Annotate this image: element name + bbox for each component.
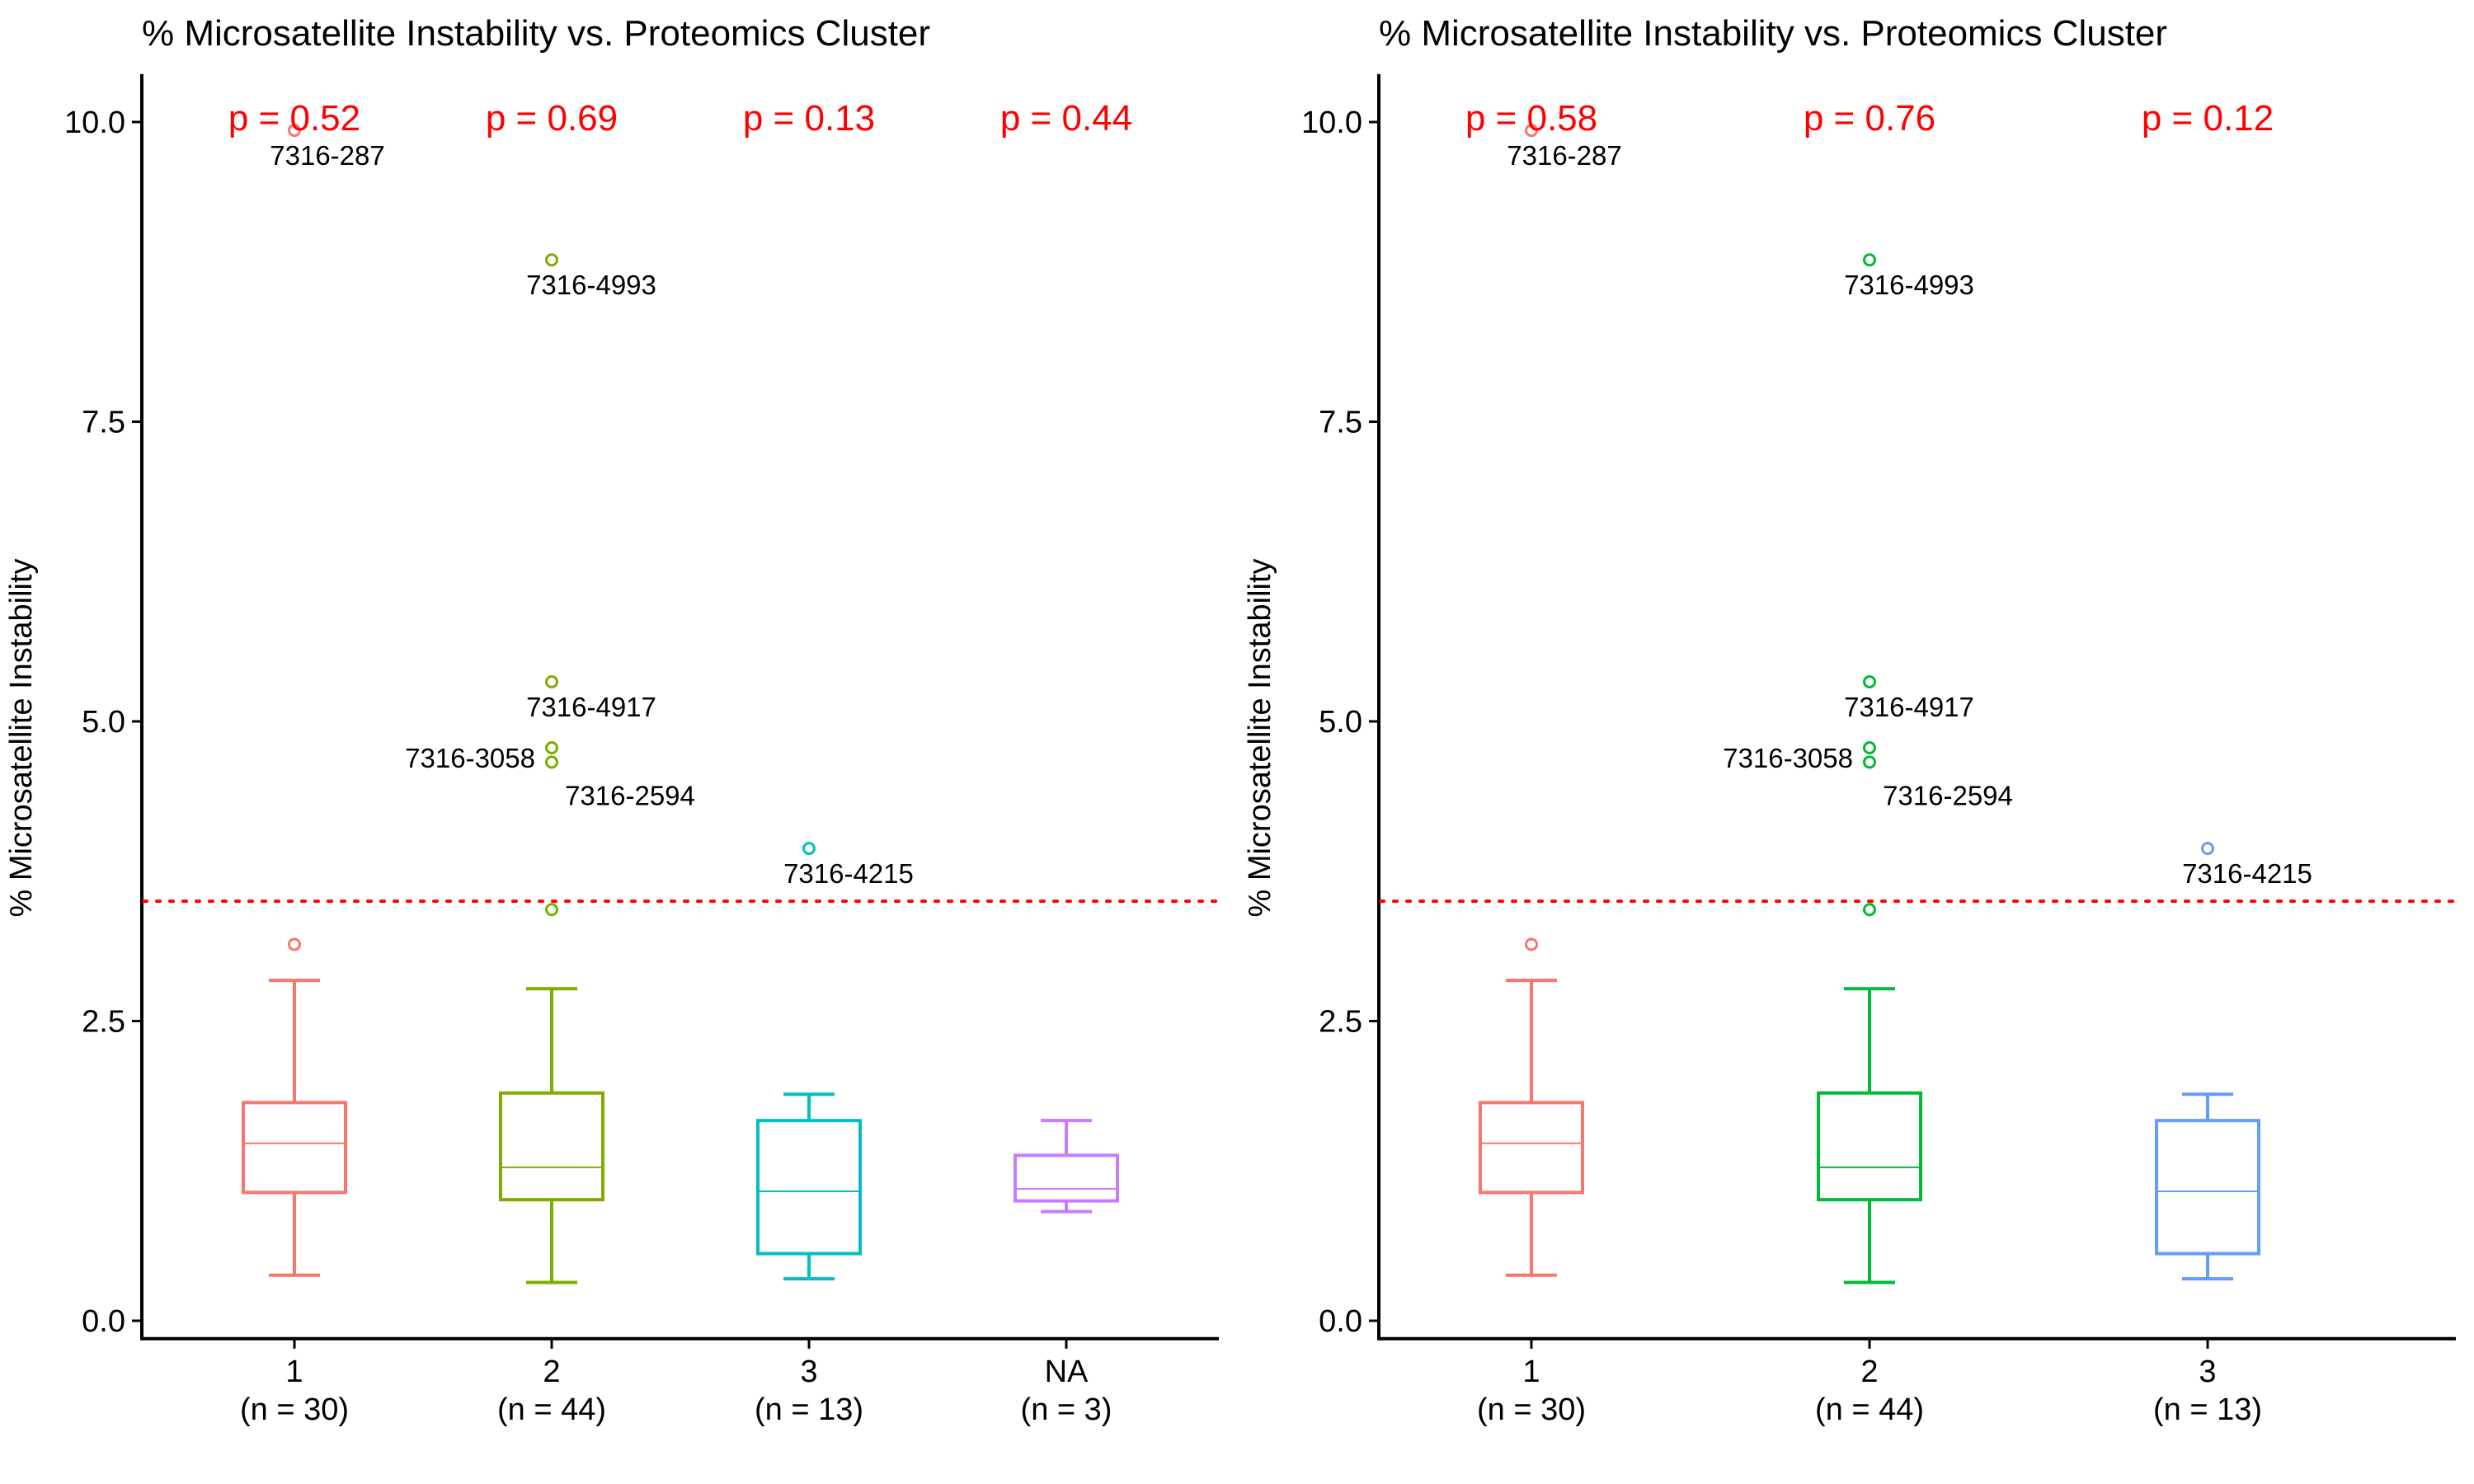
y-tick-label: 5.0 xyxy=(82,705,125,740)
box xyxy=(1817,1091,1922,1202)
box-group-3: 3(n = 13) 7316-4215 p = 0.13 xyxy=(743,98,914,1427)
outlier-label: 7316-2594 xyxy=(1883,780,2013,810)
box-group-2: 2(n = 44) 7316-2594 7316-3058 7316-4917 7316… xyxy=(405,98,695,1427)
outlier-point xyxy=(288,124,301,138)
outlier-point xyxy=(1863,903,1876,917)
box xyxy=(756,1119,862,1256)
box xyxy=(1014,1153,1119,1203)
box xyxy=(499,1091,604,1202)
outlier-point xyxy=(1525,124,1538,138)
chart-title: % Microsatellite Instability vs. Proteom… xyxy=(1379,13,2167,54)
outlier-point xyxy=(802,842,816,856)
outlier-point xyxy=(1525,937,1538,951)
x-tick-n-label: (n = 13) xyxy=(2153,1392,2262,1427)
outlier-point xyxy=(545,675,558,689)
x-tick-n-label: (n = 44) xyxy=(1815,1392,1924,1427)
x-tick-label: 3 xyxy=(2199,1355,2216,1389)
outlier-label: 7316-4215 xyxy=(2182,858,2312,889)
y-axis-label: % Microsatellite Instability xyxy=(4,558,39,917)
p-value-label: p = 0.44 xyxy=(1000,98,1132,139)
p-value-label: p = 0.58 xyxy=(1465,98,1597,139)
p-value-label: p = 0.12 xyxy=(2142,98,2274,139)
y-tick-label: 2.5 xyxy=(82,1005,125,1040)
y-axis-label: % Microsatellite Instability xyxy=(1243,558,1277,917)
outlier-point xyxy=(545,253,558,267)
outlier-label: 7316-287 xyxy=(270,140,384,171)
x-tick-n-label: (n = 13) xyxy=(755,1392,863,1427)
box-group-NA: NA(n = 3) p = 0.44 xyxy=(1000,98,1132,1427)
box xyxy=(2155,1119,2260,1256)
x-tick-label: 2 xyxy=(1860,1355,1878,1389)
p-value-label: p = 0.52 xyxy=(228,98,360,139)
x-tick-label: 3 xyxy=(800,1355,817,1389)
outlier-label: 7316-3058 xyxy=(405,743,535,773)
outlier-point xyxy=(1863,253,1876,267)
x-tick-n-label: (n = 30) xyxy=(1477,1392,1586,1427)
x-tick-n-label: (n = 44) xyxy=(497,1392,606,1427)
x-tick-label: 2 xyxy=(543,1355,560,1389)
outlier-label: 7316-4215 xyxy=(783,858,914,889)
outlier-label: 7316-3058 xyxy=(1723,743,1853,773)
outlier-label: 7316-287 xyxy=(1507,140,1621,171)
p-value-label: p = 0.13 xyxy=(743,98,875,139)
x-tick-label: NA xyxy=(1045,1355,1089,1389)
box xyxy=(242,1101,347,1195)
outlier-point xyxy=(545,903,558,917)
y-tick-label: 10.0 xyxy=(64,106,125,140)
outlier-label: 7316-2594 xyxy=(565,780,695,810)
p-value-label: p = 0.69 xyxy=(486,98,618,139)
x-tick-n-label: (n = 30) xyxy=(240,1392,349,1427)
outlier-point xyxy=(1863,675,1876,689)
outlier-point xyxy=(1863,740,1876,754)
outlier-label: 7316-4917 xyxy=(526,692,656,722)
x-tick-label: 1 xyxy=(1522,1355,1540,1389)
p-value-label: p = 0.76 xyxy=(1804,98,1935,139)
y-tick-label: 7.5 xyxy=(82,406,125,440)
box-group-3: 3(n = 13) 7316-4215 p = 0.12 xyxy=(2142,98,2312,1427)
y-tick-label: 7.5 xyxy=(1319,406,1362,440)
outlier-label: 7316-4993 xyxy=(526,270,656,300)
chart-panel-1: % Microsatellite Instability vs. Proteom… xyxy=(4,13,1221,1427)
y-tick-label: 5.0 xyxy=(1319,705,1362,740)
chart-panel-2: % Microsatellite Instability vs. Proteom… xyxy=(1243,13,2458,1427)
x-tick-n-label: (n = 3) xyxy=(1021,1392,1112,1427)
y-tick-label: 10.0 xyxy=(1301,106,1362,140)
outlier-point xyxy=(288,937,301,951)
outlier-label: 7316-4917 xyxy=(1844,692,1974,722)
y-tick-label: 2.5 xyxy=(1319,1005,1362,1040)
outlier-label: 7316-4993 xyxy=(1844,270,1974,300)
y-tick-label: 0.0 xyxy=(82,1304,125,1339)
x-tick-label: 1 xyxy=(285,1355,303,1389)
outlier-point xyxy=(545,755,558,769)
y-tick-label: 0.0 xyxy=(1319,1304,1362,1339)
outlier-point xyxy=(1863,755,1876,769)
box-group-2: 2(n = 44) 7316-2594 7316-3058 7316-4917 7316… xyxy=(1723,98,2013,1427)
chart-title: % Microsatellite Instability vs. Proteom… xyxy=(142,13,930,54)
outlier-point xyxy=(545,740,558,754)
outlier-point xyxy=(2201,842,2214,856)
box xyxy=(1479,1101,1584,1195)
